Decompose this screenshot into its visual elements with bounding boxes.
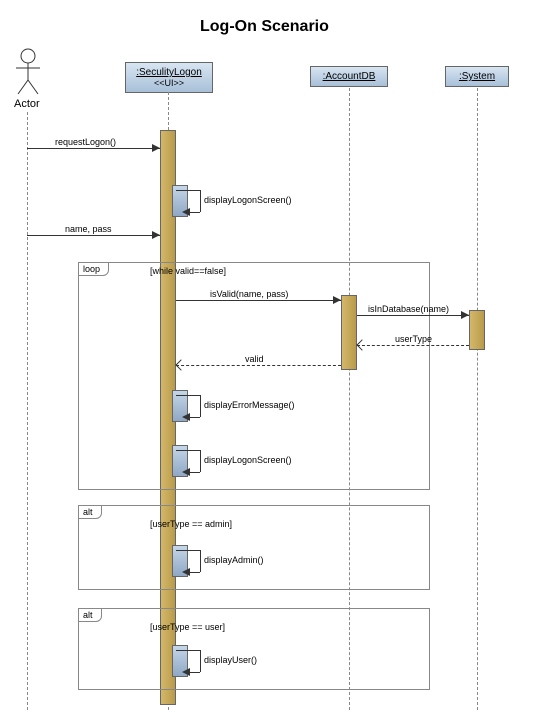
- message-error-label: displayErrorMessage(): [204, 400, 295, 410]
- message-requestlogon-label: requestLogon(): [55, 137, 116, 147]
- selfmsg-admin-top: [176, 550, 200, 551]
- arrow-icon: [333, 296, 341, 304]
- diagram-title: Log-On Scenario: [200, 18, 329, 36]
- fragment-alt2-guard: [userType == user]: [150, 622, 225, 632]
- fragment-alt1-guard: [userType == admin]: [150, 519, 232, 529]
- activation-system: [469, 310, 485, 350]
- selfmsg-admin-side: [200, 550, 201, 572]
- fragment-loop-guard: [while valid==false]: [150, 266, 226, 276]
- arrow-icon: [182, 468, 190, 476]
- actor-label: Actor: [14, 98, 40, 110]
- message-admin-label: displayAdmin(): [204, 555, 264, 565]
- message-isvalid-label: isValid(name, pass): [210, 289, 288, 299]
- actor-lifeline: [27, 112, 28, 710]
- selfmsg-display1-top: [176, 190, 200, 191]
- participant-securitylogon: :SeculityLogon <<UI>>: [125, 62, 213, 93]
- participant-name: :AccountDB: [317, 71, 381, 82]
- message-user-label: displayUser(): [204, 655, 257, 665]
- selfmsg-display2-top: [176, 450, 200, 451]
- message-displaylogon2-label: displayLogonScreen(): [204, 455, 292, 465]
- participant-accountdb: :AccountDB: [310, 66, 388, 87]
- arrow-icon: [461, 311, 469, 319]
- arrow-icon: [182, 568, 190, 576]
- message-displaylogon1-label: displayLogonScreen(): [204, 195, 292, 205]
- arrow-icon: [182, 413, 190, 421]
- message-usertype-label: userType: [395, 334, 432, 344]
- message-usertype-line: [357, 345, 469, 346]
- message-valid-line: [176, 365, 341, 366]
- message-valid-label: valid: [245, 354, 264, 364]
- participant-stereotype: <<UI>>: [132, 78, 206, 88]
- arrow-icon: [152, 144, 160, 152]
- selfmsg-error-top: [176, 395, 200, 396]
- selfmsg-display1-side: [200, 190, 201, 212]
- arrow-icon: [182, 668, 190, 676]
- selfmsg-error-side: [200, 395, 201, 417]
- activation-accountdb: [341, 295, 357, 370]
- message-namepass-line: [27, 235, 160, 236]
- message-isvalid-line: [176, 300, 341, 301]
- fragment-tag-alt2: alt: [78, 608, 102, 622]
- actor-icon: [14, 48, 42, 98]
- fragment-tag-alt1: alt: [78, 505, 102, 519]
- selfmsg-user-top: [176, 650, 200, 651]
- fragment-tag-loop: loop: [78, 262, 109, 276]
- message-isindb-label: isInDatabase(name): [368, 304, 449, 314]
- participant-name: :SeculityLogon: [132, 67, 206, 78]
- message-namepass-label: name, pass: [65, 224, 112, 234]
- message-isindb-line: [357, 315, 469, 316]
- selfmsg-display2-side: [200, 450, 201, 472]
- participant-system: :System: [445, 66, 509, 87]
- participant-name: :System: [452, 71, 502, 82]
- selfmsg-user-side: [200, 650, 201, 672]
- fragment-alt-user: alt: [78, 608, 430, 690]
- fragment-alt-admin: alt: [78, 505, 430, 590]
- message-requestlogon-line: [27, 148, 160, 149]
- arrow-icon: [182, 208, 190, 216]
- arrow-icon: [152, 231, 160, 239]
- lifeline-system: [477, 88, 478, 710]
